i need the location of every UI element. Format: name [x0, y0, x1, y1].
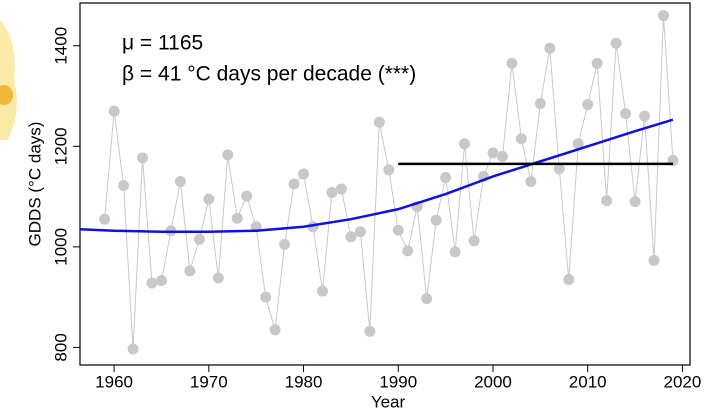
x-tick-label: 1960: [95, 372, 133, 391]
data-point: [469, 235, 480, 246]
data-point: [487, 147, 498, 158]
map-fragment: [0, 20, 17, 140]
data-point: [146, 278, 157, 289]
data-point: [364, 326, 375, 337]
data-point: [383, 164, 394, 175]
data-point: [232, 213, 243, 224]
data-point: [421, 293, 432, 304]
data-point: [535, 98, 546, 109]
x-tick-label: 2020: [664, 372, 702, 391]
data-point: [128, 343, 139, 354]
chart: μ = 1165 β = 41 °C days per decade (***)…: [0, 0, 704, 412]
data-point: [118, 180, 129, 191]
data-point: [639, 111, 650, 122]
data-point: [355, 226, 366, 237]
data-point: [175, 176, 186, 187]
x-tick-label: 1970: [190, 372, 228, 391]
data-point: [137, 152, 148, 163]
data-point: [544, 43, 555, 54]
data-point: [592, 58, 603, 69]
data-point: [459, 138, 470, 149]
x-tick-label: 2010: [569, 372, 607, 391]
data-point: [450, 246, 461, 257]
data-point: [402, 245, 413, 256]
data-point: [497, 151, 508, 162]
y-tick-label: 1200: [51, 127, 70, 165]
data-point: [563, 274, 574, 285]
data-point: [260, 292, 271, 303]
data-point: [440, 172, 451, 183]
data-point: [203, 194, 214, 205]
data-point: [620, 108, 631, 119]
x-tick-label: 1990: [379, 372, 417, 391]
annotation: β = 41 °C days per decade (***): [122, 63, 416, 86]
plot-frame: [80, 3, 690, 365]
data-point: [374, 117, 385, 128]
data-point: [298, 168, 309, 179]
x-tick-label: 1980: [285, 372, 323, 391]
y-tick-label: 1400: [51, 27, 70, 65]
data-point: [431, 215, 442, 226]
data-point: [506, 58, 517, 69]
data-point: [184, 265, 195, 276]
data-point: [222, 149, 233, 160]
data-point: [194, 234, 205, 245]
data-point: [611, 38, 622, 49]
data-point: [156, 275, 167, 286]
data-point: [582, 99, 593, 110]
data-point: [525, 176, 536, 187]
data-point: [326, 187, 337, 198]
data-point: [317, 286, 328, 297]
data-point: [270, 324, 281, 335]
y-axis-label: GDDS (°C days): [25, 122, 44, 247]
data-point: [516, 133, 527, 144]
data-point: [345, 231, 356, 242]
data-point: [393, 225, 404, 236]
y-tick-label: 1000: [51, 228, 70, 266]
data-point: [630, 196, 641, 207]
x-axis-label: Year: [371, 392, 406, 411]
data-point: [336, 184, 347, 195]
data-point: [99, 214, 110, 225]
x-tick-label: 2000: [474, 372, 512, 391]
data-point: [213, 273, 224, 284]
data-point: [649, 255, 660, 266]
data-point: [241, 191, 252, 202]
data-point: [658, 10, 669, 21]
data-point: [289, 179, 300, 190]
data-point: [109, 106, 120, 117]
data-point: [601, 195, 612, 206]
y-tick-label: 800: [51, 333, 70, 361]
data-point: [279, 239, 290, 250]
annotation: μ = 1165: [122, 32, 203, 55]
